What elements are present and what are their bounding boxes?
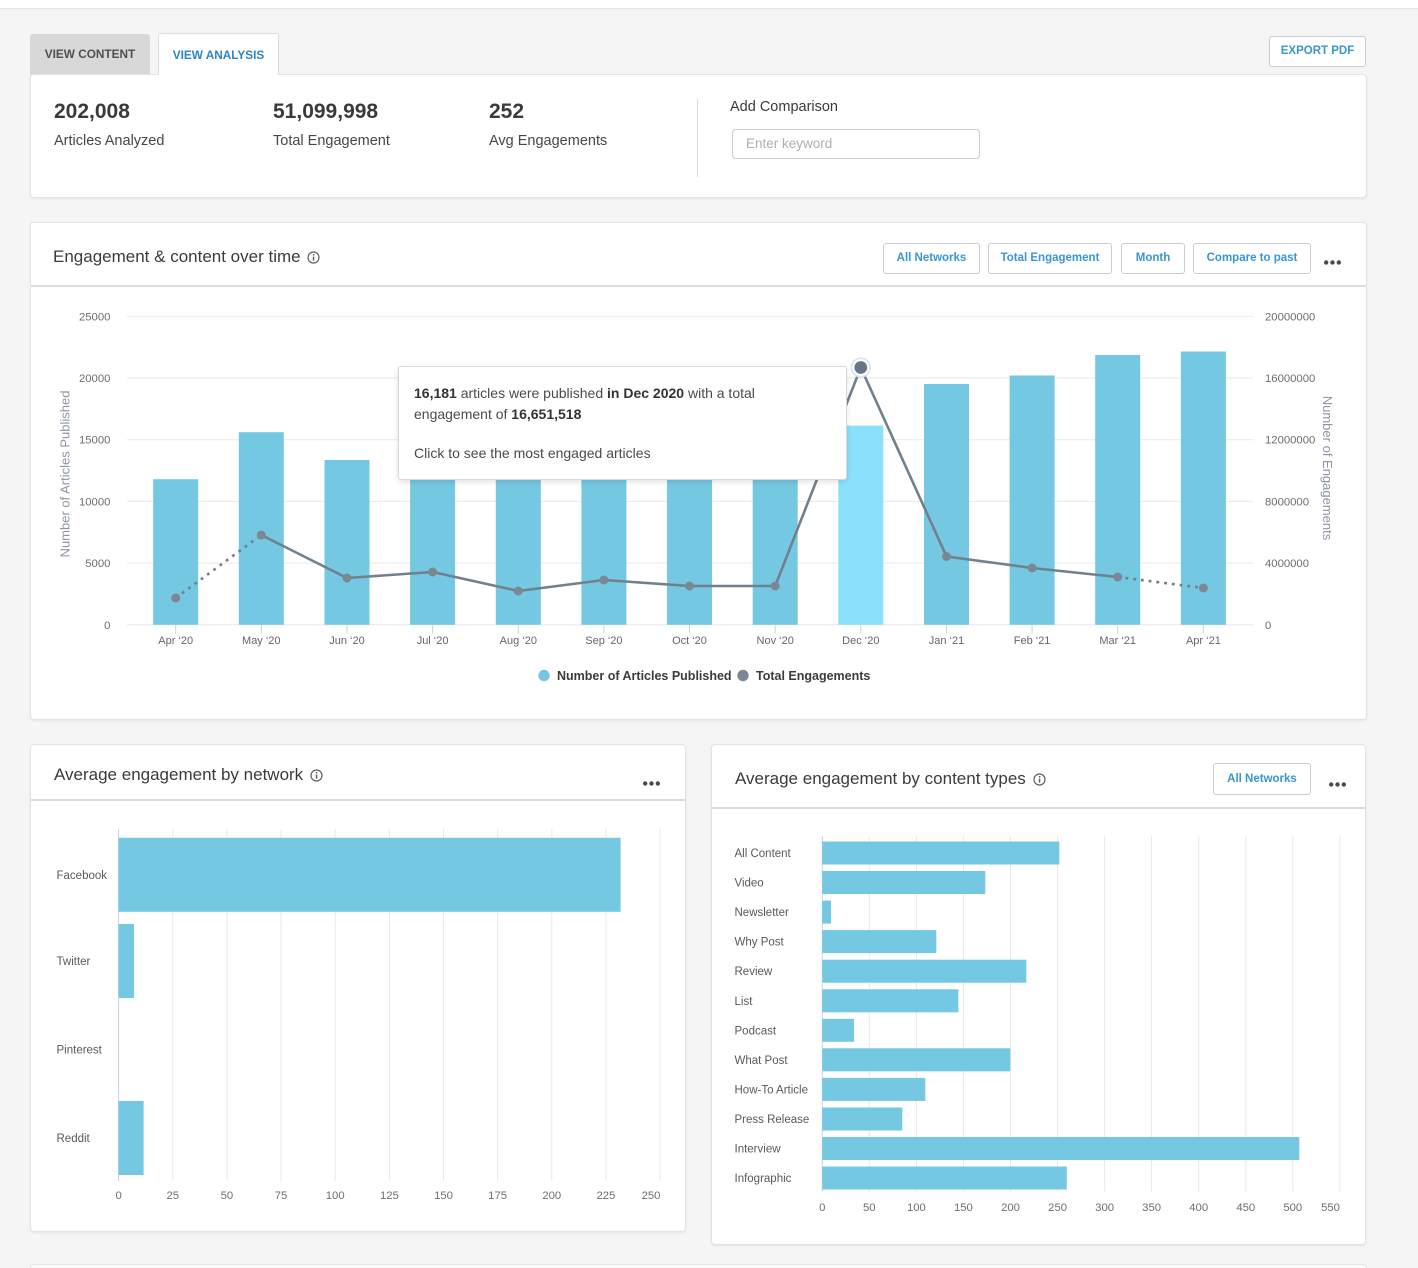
svg-text:175: 175 [488, 1190, 507, 1202]
svg-text:How-To Article: How-To Article [735, 1084, 809, 1096]
svg-text:25: 25 [167, 1190, 180, 1202]
svg-text:Infographic: Infographic [735, 1173, 792, 1185]
svg-text:Interview: Interview [735, 1144, 782, 1156]
svg-text:Press Release: Press Release [735, 1114, 810, 1126]
svg-text:Number of Engagements: Number of Engagements [1320, 396, 1335, 541]
svg-text:4000000: 4000000 [1265, 558, 1309, 570]
svg-text:50: 50 [863, 1202, 876, 1214]
svg-text:Sep ‘20: Sep ‘20 [585, 635, 622, 647]
svg-text:Reddit: Reddit [57, 1133, 91, 1145]
svg-text:All Content: All Content [735, 848, 792, 860]
svg-text:Apr ‘20: Apr ‘20 [158, 635, 193, 647]
svg-text:0: 0 [819, 1202, 825, 1214]
svg-text:Total Engagements: Total Engagements [756, 669, 870, 683]
svg-text:Pinterest: Pinterest [57, 1044, 103, 1056]
svg-text:Podcast: Podcast [735, 1025, 777, 1037]
svg-text:200: 200 [1001, 1202, 1020, 1214]
svg-text:350: 350 [1142, 1202, 1161, 1214]
svg-text:125: 125 [380, 1190, 399, 1202]
svg-text:Oct ‘20: Oct ‘20 [672, 635, 707, 647]
svg-text:250: 250 [1048, 1202, 1067, 1214]
svg-text:12000000: 12000000 [1265, 435, 1315, 447]
svg-text:Nov ‘20: Nov ‘20 [757, 635, 794, 647]
svg-text:Number of Articles Published: Number of Articles Published [57, 391, 72, 558]
svg-text:225: 225 [596, 1190, 615, 1202]
svg-text:500: 500 [1283, 1202, 1302, 1214]
svg-text:List: List [735, 996, 754, 1008]
svg-text:5000: 5000 [85, 558, 110, 570]
svg-text:550: 550 [1321, 1202, 1340, 1214]
svg-text:Jun ‘20: Jun ‘20 [329, 635, 364, 647]
svg-text:Mar ‘21: Mar ‘21 [1099, 635, 1136, 647]
svg-text:50: 50 [221, 1190, 234, 1202]
svg-text:Video: Video [735, 878, 764, 890]
svg-text:20000000: 20000000 [1265, 311, 1315, 323]
svg-text:Apr ‘21: Apr ‘21 [1186, 635, 1221, 647]
svg-text:Number of Articles Published: Number of Articles Published [557, 669, 732, 683]
svg-text:Jul ‘20: Jul ‘20 [417, 635, 449, 647]
svg-text:25000: 25000 [79, 311, 110, 323]
svg-text:Dec ‘20: Dec ‘20 [842, 635, 879, 647]
svg-text:0: 0 [1265, 620, 1271, 632]
svg-text:Twitter: Twitter [57, 956, 91, 968]
svg-text:What Post: What Post [735, 1055, 789, 1067]
svg-text:150: 150 [954, 1202, 973, 1214]
svg-text:May ‘20: May ‘20 [242, 635, 281, 647]
svg-text:Facebook: Facebook [57, 870, 108, 882]
svg-text:150: 150 [434, 1190, 453, 1202]
svg-text:10000: 10000 [79, 496, 110, 508]
svg-text:16000000: 16000000 [1265, 373, 1315, 385]
svg-text:20000: 20000 [79, 373, 110, 385]
svg-text:0: 0 [115, 1190, 121, 1202]
svg-text:Why Post: Why Post [735, 937, 785, 949]
svg-text:450: 450 [1236, 1202, 1255, 1214]
svg-text:75: 75 [275, 1190, 288, 1202]
svg-text:Feb ‘21: Feb ‘21 [1014, 635, 1051, 647]
svg-text:0: 0 [104, 620, 110, 632]
svg-text:8000000: 8000000 [1265, 496, 1309, 508]
svg-text:100: 100 [326, 1190, 345, 1202]
svg-text:Newsletter: Newsletter [735, 907, 789, 919]
svg-text:250: 250 [642, 1190, 661, 1202]
svg-text:Review: Review [735, 966, 773, 978]
svg-text:Aug ‘20: Aug ‘20 [500, 635, 537, 647]
svg-text:300: 300 [1095, 1202, 1114, 1214]
svg-text:Jan ‘21: Jan ‘21 [929, 635, 964, 647]
svg-text:200: 200 [542, 1190, 561, 1202]
svg-text:100: 100 [907, 1202, 926, 1214]
svg-text:15000: 15000 [79, 435, 110, 447]
svg-text:400: 400 [1189, 1202, 1208, 1214]
